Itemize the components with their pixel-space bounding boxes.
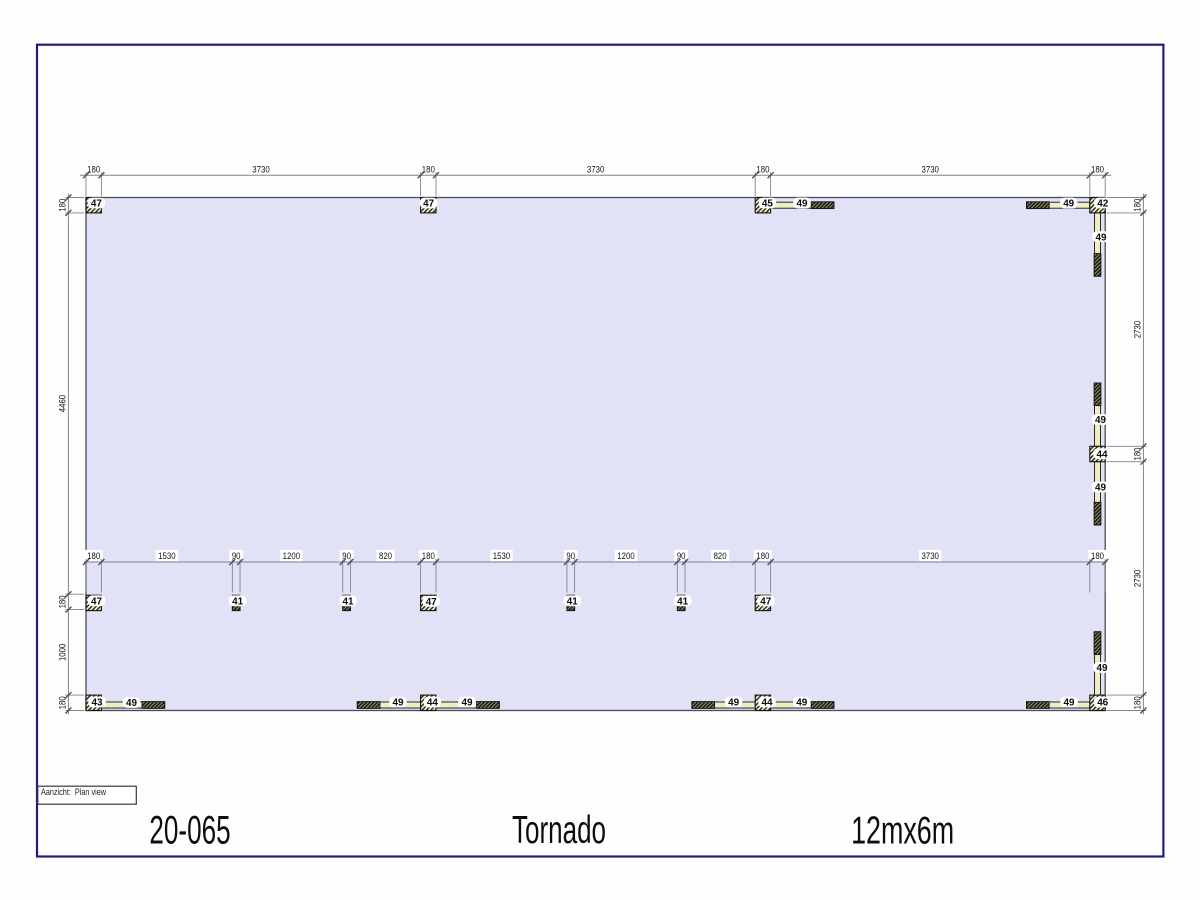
svg-text:44: 44 xyxy=(1097,449,1108,460)
svg-text:41: 41 xyxy=(677,597,688,608)
svg-text:2730: 2730 xyxy=(1132,570,1143,587)
svg-text:47: 47 xyxy=(91,597,102,608)
svg-text:4460: 4460 xyxy=(57,395,68,412)
svg-text:1200: 1200 xyxy=(283,551,300,562)
svg-text:46: 46 xyxy=(1097,698,1108,709)
svg-text:820: 820 xyxy=(379,551,392,562)
svg-text:49: 49 xyxy=(728,698,739,709)
svg-text:90: 90 xyxy=(232,551,241,562)
svg-text:1530: 1530 xyxy=(493,551,510,562)
svg-text:47: 47 xyxy=(423,199,434,210)
svg-text:49: 49 xyxy=(797,199,808,210)
svg-text:42: 42 xyxy=(1097,199,1108,210)
svg-text:180: 180 xyxy=(87,165,100,176)
svg-text:180: 180 xyxy=(87,551,100,562)
svg-text:49: 49 xyxy=(1095,483,1106,494)
svg-text:49: 49 xyxy=(1096,232,1107,243)
svg-text:49: 49 xyxy=(462,698,473,709)
svg-text:47: 47 xyxy=(91,199,102,210)
svg-text:49: 49 xyxy=(1095,415,1106,426)
svg-text:3730: 3730 xyxy=(587,165,604,176)
svg-text:47: 47 xyxy=(426,597,437,608)
svg-text:180: 180 xyxy=(756,165,769,176)
svg-text:2730: 2730 xyxy=(1132,321,1143,338)
svg-text:90: 90 xyxy=(566,551,575,562)
svg-text:180: 180 xyxy=(422,551,435,562)
svg-text:49: 49 xyxy=(1063,199,1074,210)
svg-text:43: 43 xyxy=(92,698,103,709)
svg-text:1000: 1000 xyxy=(57,644,68,661)
svg-text:41: 41 xyxy=(343,597,354,608)
svg-text:1530: 1530 xyxy=(158,551,175,562)
svg-text:180: 180 xyxy=(57,595,68,608)
svg-text:49: 49 xyxy=(126,698,137,709)
svg-text:49: 49 xyxy=(1097,663,1108,674)
svg-text:180: 180 xyxy=(422,165,435,176)
svg-text:41: 41 xyxy=(567,597,578,608)
svg-text:180: 180 xyxy=(57,696,68,709)
svg-text:20-065: 20-065 xyxy=(149,809,230,853)
svg-text:3730: 3730 xyxy=(922,551,939,562)
svg-text:45: 45 xyxy=(762,199,773,210)
svg-text:49: 49 xyxy=(393,698,404,709)
svg-text:90: 90 xyxy=(677,551,686,562)
svg-text:90: 90 xyxy=(342,551,351,562)
svg-text:180: 180 xyxy=(1091,551,1104,562)
svg-text:Tornado: Tornado xyxy=(512,809,606,852)
svg-text:44: 44 xyxy=(427,698,438,709)
svg-text:3730: 3730 xyxy=(252,165,269,176)
svg-text:44: 44 xyxy=(762,698,773,709)
svg-text:49: 49 xyxy=(1064,698,1075,709)
svg-text:180: 180 xyxy=(1132,696,1143,709)
svg-text:Aanzicht: Plan view: Aanzicht: Plan view xyxy=(41,787,106,797)
svg-text:180: 180 xyxy=(1132,199,1143,212)
svg-text:47: 47 xyxy=(760,597,771,608)
svg-text:820: 820 xyxy=(714,551,727,562)
svg-text:41: 41 xyxy=(232,597,243,608)
svg-text:12mx6m: 12mx6m xyxy=(851,810,954,853)
svg-text:1200: 1200 xyxy=(617,551,634,562)
svg-text:49: 49 xyxy=(796,698,807,709)
svg-text:180: 180 xyxy=(756,551,769,562)
svg-text:180: 180 xyxy=(1091,165,1104,176)
svg-text:180: 180 xyxy=(57,199,68,212)
svg-text:180: 180 xyxy=(1132,447,1143,460)
svg-text:3730: 3730 xyxy=(922,165,939,176)
